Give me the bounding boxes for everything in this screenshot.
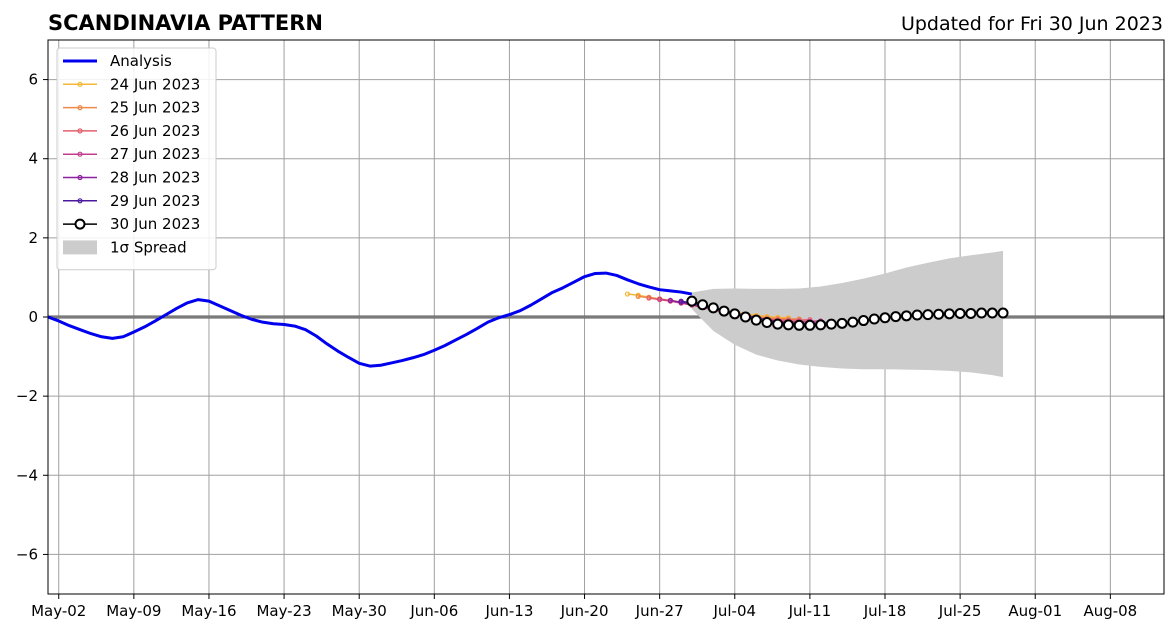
legend-label: 26 Jun 2023 [110,122,200,140]
data-point [858,315,870,327]
data-point [976,307,988,319]
legend-marker [77,198,83,204]
chart-subtitle: Updated for Fri 30 Jun 2023 [901,13,1163,35]
x-tick-label: Aug-08 [1083,602,1137,620]
x-tick-label: Jun-27 [635,602,684,620]
spread-band [691,250,1004,378]
x-tick-label: May-30 [332,602,387,620]
data-point [707,302,719,314]
y-tick-label: 6 [28,71,38,89]
x-tick-label: May-23 [256,602,311,620]
data-point [697,299,709,311]
data-point [678,298,684,304]
data-point [624,291,631,297]
x-tick-label: May-16 [181,602,236,620]
data-point [836,317,848,329]
y-tick-label: −2 [16,387,38,405]
y-tick-label: −4 [16,466,38,484]
legend-marker [77,174,83,181]
legend-label: 24 Jun 2023 [110,75,200,93]
data-point [646,295,652,301]
data-point [761,317,773,329]
y-tick-label: 0 [28,308,38,326]
data-point [900,310,912,322]
series-line [47,271,693,368]
data-point [986,307,998,319]
data-point [911,309,923,321]
data-point [750,314,762,326]
legend-label: 25 Jun 2023 [110,99,200,117]
data-point [965,307,977,319]
plot-frame [47,39,1165,595]
data-point [922,309,934,321]
data-point [847,316,859,328]
legend-label: Analysis [110,52,172,70]
spread-layer [691,250,1004,378]
data-point [657,296,663,302]
x-tick-label: May-09 [106,602,161,620]
legend-marker [77,128,83,134]
legend-label: 29 Jun 2023 [110,192,200,210]
data-point [890,311,902,323]
data-point [954,307,966,319]
legend-label: 30 Jun 2023 [110,215,200,233]
data-point [997,307,1009,319]
data-point [943,308,955,320]
legend-box [56,47,217,271]
data-point [772,318,784,330]
x-tick-label: Jun-13 [484,602,533,620]
legend-label: 27 Jun 2023 [110,145,200,163]
legend-swatch [63,240,97,255]
y-tick-label: −6 [16,545,38,563]
data-point [635,293,641,300]
x-tick-label: Aug-01 [1008,602,1062,620]
x-tick-label: Jul-11 [788,602,832,620]
data-point [793,319,805,331]
legend-marker [77,104,83,111]
legend-marker [77,81,83,87]
legend-marker [74,218,86,230]
data-point [686,295,698,307]
data-point [667,297,673,303]
x-tick-label: Jul-25 [938,602,982,620]
legend-marker [77,151,83,157]
data-point [933,308,945,320]
x-tick-label: May-02 [31,602,86,620]
data-point [868,313,880,325]
data-point [815,319,827,331]
data-point [804,319,816,331]
legend-label: 28 Jun 2023 [110,169,200,187]
data-point [782,319,794,331]
data-point [825,318,837,330]
data-point [718,305,730,317]
data-point [879,312,891,324]
data-point [740,311,751,323]
legend-label: 1σ Spread [110,238,187,256]
legend: Analysis 24 Jun 2023 25 Jun 2023 26 Jun 202… [56,47,217,271]
chart-title: SCANDINAVIA PATTERN [48,11,323,35]
y-tick-label: 2 [28,229,38,247]
series-layer [47,271,1009,368]
x-tick-label: Jul-18 [863,602,907,620]
data-point [729,308,741,320]
y-tick-label: 4 [28,150,38,168]
x-tick-label: Jul-04 [712,602,756,620]
x-tick-label: Jun-20 [560,602,609,620]
x-tick-label: Jun-06 [409,602,458,620]
axis-layer: May-02 May-09 May-16 May-23 May-30 Jun-06 Jun-… [16,39,1165,620]
